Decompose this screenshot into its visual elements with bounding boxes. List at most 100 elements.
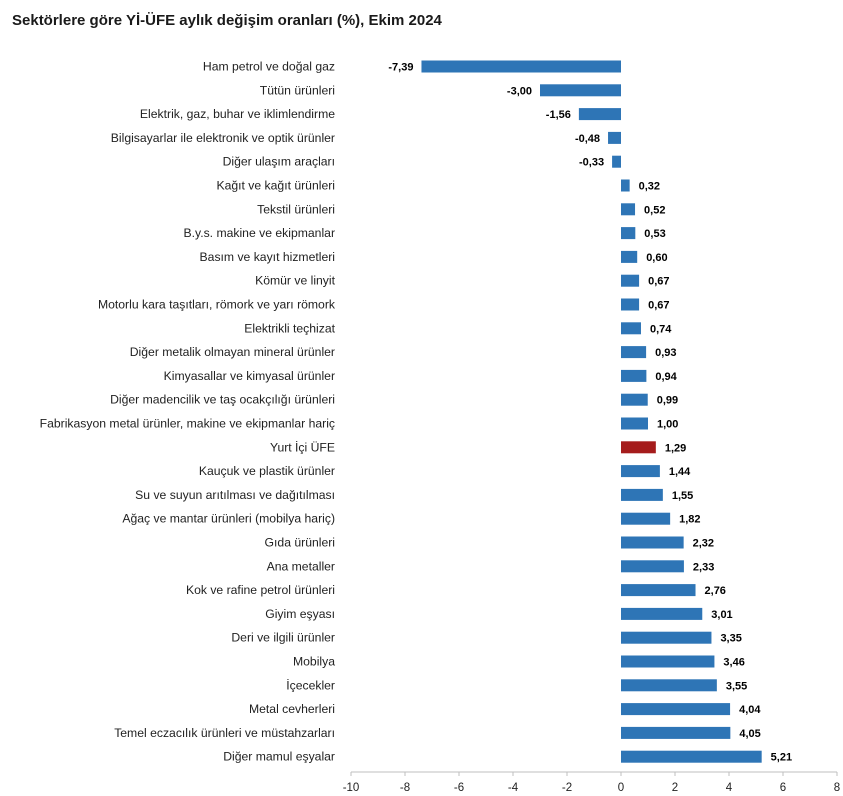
category-label: Deri ve ilgili ürünler — [231, 631, 335, 645]
value-label: 0,99 — [657, 395, 678, 407]
value-label: 0,60 — [646, 252, 667, 264]
bar — [621, 179, 630, 192]
category-label: Tekstil ürünleri — [257, 202, 335, 216]
bar — [621, 584, 696, 597]
value-label: 3,55 — [726, 680, 747, 692]
x-tick-label: -2 — [562, 782, 572, 794]
category-label: Diğer mamul eşyalar — [223, 750, 335, 764]
category-label: Fabrikasyon metal ürünler, makine ve eki… — [40, 417, 335, 431]
x-tick-label: -10 — [343, 782, 360, 794]
x-tick-label: 8 — [834, 782, 840, 794]
bar — [621, 417, 648, 430]
value-label: 3,46 — [723, 657, 744, 669]
bar — [578, 108, 621, 121]
category-label: Su ve suyun arıtılması ve dağıtılması — [135, 488, 335, 502]
category-label: Diğer metalik olmayan mineral ürünler — [130, 345, 335, 359]
bar — [621, 393, 648, 406]
x-tick-label: 4 — [726, 782, 733, 794]
bar — [621, 465, 660, 478]
value-label: 3,01 — [711, 609, 732, 621]
bar — [621, 488, 663, 501]
x-tick-label: -8 — [400, 782, 410, 794]
value-label: 2,32 — [693, 538, 714, 550]
bar — [608, 131, 621, 144]
category-label: Metal cevherleri — [249, 702, 335, 716]
value-label: 1,29 — [665, 442, 686, 454]
bar — [621, 679, 717, 692]
category-label: Basım ve kayıt hizmetleri — [200, 250, 335, 264]
category-label: Giyim eşyası — [265, 607, 335, 621]
value-label: 0,67 — [648, 300, 669, 312]
value-label: 2,76 — [705, 585, 726, 597]
bar — [540, 84, 621, 97]
bar — [621, 560, 684, 573]
value-label: 3,35 — [720, 633, 741, 645]
category-label: Bilgisayarlar ile elektronik ve optik ür… — [111, 131, 335, 145]
bar — [421, 60, 621, 73]
value-label: 0,52 — [644, 204, 665, 216]
bar — [621, 703, 731, 716]
bar — [621, 227, 636, 240]
bar — [621, 274, 640, 287]
value-label: 4,05 — [739, 728, 760, 740]
category-label: B.y.s. makine ve ekipmanlar — [184, 226, 336, 240]
category-label: Ağaç ve mantar ürünleri (mobilya hariç) — [122, 512, 335, 526]
category-label: Tütün ürünleri — [260, 83, 335, 97]
chart-title: Sektörlere göre Yİ-ÜFE aylık değişim ora… — [12, 12, 442, 29]
bar — [621, 369, 647, 382]
value-label: -0,48 — [575, 133, 600, 145]
category-label: Elektrik, gaz, buhar ve iklimlendirme — [140, 107, 335, 121]
value-label: 0,53 — [644, 228, 665, 240]
value-labels: -7,39 -3,00 -1,56 -0,48 -0,33 0,32 0,52 0,53 0,6… — [388, 62, 792, 764]
value-label: 1,55 — [672, 490, 693, 502]
category-label: Kok ve rafine petrol ürünleri — [186, 583, 335, 597]
bar — [621, 298, 640, 311]
value-label: 0,93 — [655, 347, 676, 359]
x-tick-label: -6 — [454, 782, 464, 794]
category-label: Elektrikli teçhizat — [244, 321, 335, 335]
bar — [621, 536, 684, 549]
category-label: Kauçuk ve plastik ürünler — [199, 464, 335, 478]
value-label: 0,67 — [648, 276, 669, 288]
bar — [621, 322, 641, 335]
bar — [621, 607, 703, 620]
bar — [621, 512, 671, 525]
x-tick-label: 0 — [618, 782, 624, 794]
bar — [621, 750, 762, 763]
category-label: Kömür ve linyit — [255, 274, 336, 288]
value-label: 1,82 — [679, 514, 700, 526]
category-label: Kimyasallar ve kimyasal ürünler — [164, 369, 335, 383]
value-label: 1,00 — [657, 419, 678, 431]
value-label: -7,39 — [388, 62, 413, 74]
category-label: Ham petrol ve doğal gaz — [203, 60, 335, 74]
value-label: -0,33 — [579, 157, 604, 169]
value-label: 0,74 — [650, 323, 672, 335]
bar — [612, 155, 621, 168]
x-tick-label: 2 — [672, 782, 678, 794]
category-label: Ana metaller — [267, 559, 335, 573]
value-label: 5,21 — [771, 752, 792, 764]
category-labels: Ham petrol ve doğal gaz Tütün ürünleri Ele… — [40, 60, 336, 764]
value-label: 0,32 — [639, 181, 660, 193]
bar — [621, 346, 647, 359]
x-axis: -10 -8 -6 -4 -2 0 2 4 6 8 — [343, 771, 840, 794]
category-label: Gıda ürünleri — [265, 536, 335, 550]
value-label: 1,44 — [669, 466, 691, 478]
category-label: Diğer madencilik ve taş ocakçılığı ürünl… — [110, 393, 335, 407]
category-label: Mobilya — [293, 655, 335, 669]
bars-layer — [421, 60, 762, 763]
category-label: Temel eczacılık ürünleri ve müstahzarlar… — [114, 726, 335, 740]
bar — [621, 631, 712, 644]
value-label: -1,56 — [546, 109, 571, 121]
value-label: 2,33 — [693, 561, 714, 573]
value-label: 0,94 — [655, 371, 677, 383]
bar — [621, 203, 636, 216]
category-label: Diğer ulaşım araçları — [223, 155, 335, 169]
x-tick-label: 6 — [780, 782, 786, 794]
category-label: Yurt İçi ÜFE — [270, 440, 335, 454]
value-label: -3,00 — [507, 85, 532, 97]
value-label: 4,04 — [739, 704, 761, 716]
bar — [621, 655, 715, 668]
category-label: İçecekler — [286, 678, 335, 692]
